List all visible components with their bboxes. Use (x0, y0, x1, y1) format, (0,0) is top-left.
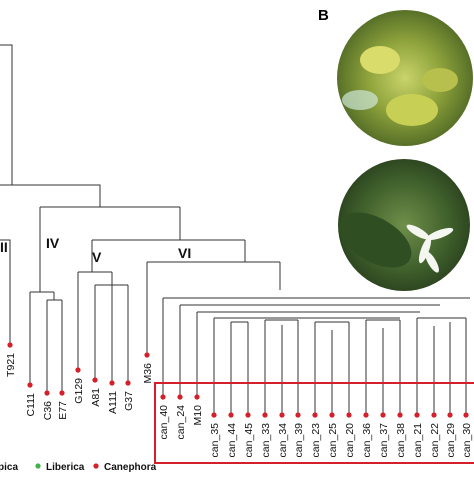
leaf-dot (228, 412, 233, 417)
leaves: T921C111C36E77G129A81A111G37M36can_40can… (5, 342, 474, 457)
leaf-dot (312, 412, 317, 417)
leaf-label: can_39 (293, 423, 305, 458)
leaf-label: can_29 (445, 423, 457, 458)
leaf-dot (414, 412, 419, 417)
leaf-dot (144, 352, 149, 357)
leaf-dot (75, 367, 80, 372)
leaf-label: can_24 (175, 405, 187, 440)
photo-bottom (329, 159, 470, 291)
leaf-dot (431, 412, 436, 417)
leaf-dot (346, 412, 351, 417)
leaf-dot (109, 380, 114, 385)
figure: B T921C111C36E77G129A81A111G37M36can_40c… (0, 0, 474, 474)
clade-label: II (0, 239, 8, 255)
leaf-label: can_44 (226, 423, 238, 458)
leaf-label: can_45 (243, 423, 255, 458)
leaf-label: can_25 (327, 423, 339, 458)
leaf-dot (262, 412, 267, 417)
leaf-label: can_20 (344, 423, 356, 458)
leaf-dot (295, 412, 300, 417)
leaf-dot (397, 412, 402, 417)
leaf-label: M36 (142, 363, 154, 384)
leaf-label: A81 (90, 388, 102, 407)
leaf-dot (27, 382, 32, 387)
leaf-dot (92, 377, 97, 382)
leaf-label: can_35 (209, 423, 221, 458)
leaf-label: can_21 (412, 423, 424, 458)
leaf-dot (279, 412, 284, 417)
leaf-label: C111 (25, 393, 37, 417)
leaf-label: E77 (57, 401, 69, 420)
legend-label: pica (0, 462, 18, 473)
page: {"panel_label": "B", "clades": ["II", "I… (0, 0, 474, 474)
leaf-dot (7, 342, 12, 347)
legend: pica Liberica Canephora (0, 462, 157, 473)
panel-label: B (318, 7, 329, 24)
leaf-dot (211, 412, 216, 417)
clade-label: VI (178, 245, 191, 261)
leaf-label: can_38 (395, 423, 407, 458)
legend-label: Canephora (104, 462, 157, 473)
leaf-dot (160, 394, 165, 399)
leaf-label: can_22 (429, 423, 441, 458)
leaf-label: G129 (73, 378, 85, 404)
leaf-label: can_40 (158, 405, 170, 440)
leaf-dot (125, 380, 130, 385)
clade-label: V (92, 249, 102, 265)
leaf-label: can_34 (277, 423, 289, 458)
clade-label: IV (46, 235, 60, 251)
leaf-label: can_23 (310, 423, 322, 458)
leaf-dot (59, 390, 64, 395)
legend-dot (35, 463, 40, 468)
photo-top (337, 10, 473, 146)
leaf-label: can_37 (378, 423, 390, 458)
leaf-dot (447, 412, 452, 417)
leaf-dot (463, 412, 468, 417)
leaf-dot (245, 412, 250, 417)
leaf-dot (177, 394, 182, 399)
leaf-dot (44, 390, 49, 395)
leaf-label: C36 (42, 401, 54, 420)
leaf-label: can_30 (461, 423, 473, 458)
leaf-dot (363, 412, 368, 417)
leaf-dot (380, 412, 385, 417)
leaf-label: A111 (107, 391, 119, 414)
leaf-label: T921 (5, 353, 17, 377)
leaf-label: can_33 (260, 423, 272, 458)
leaf-label: can_36 (361, 423, 373, 458)
leaf-dot (329, 412, 334, 417)
leaf-label: G37 (123, 391, 135, 411)
legend-dot (93, 463, 98, 468)
leaf-label: M10 (192, 405, 204, 426)
legend-label: Liberica (46, 462, 85, 473)
leaf-dot (194, 394, 199, 399)
